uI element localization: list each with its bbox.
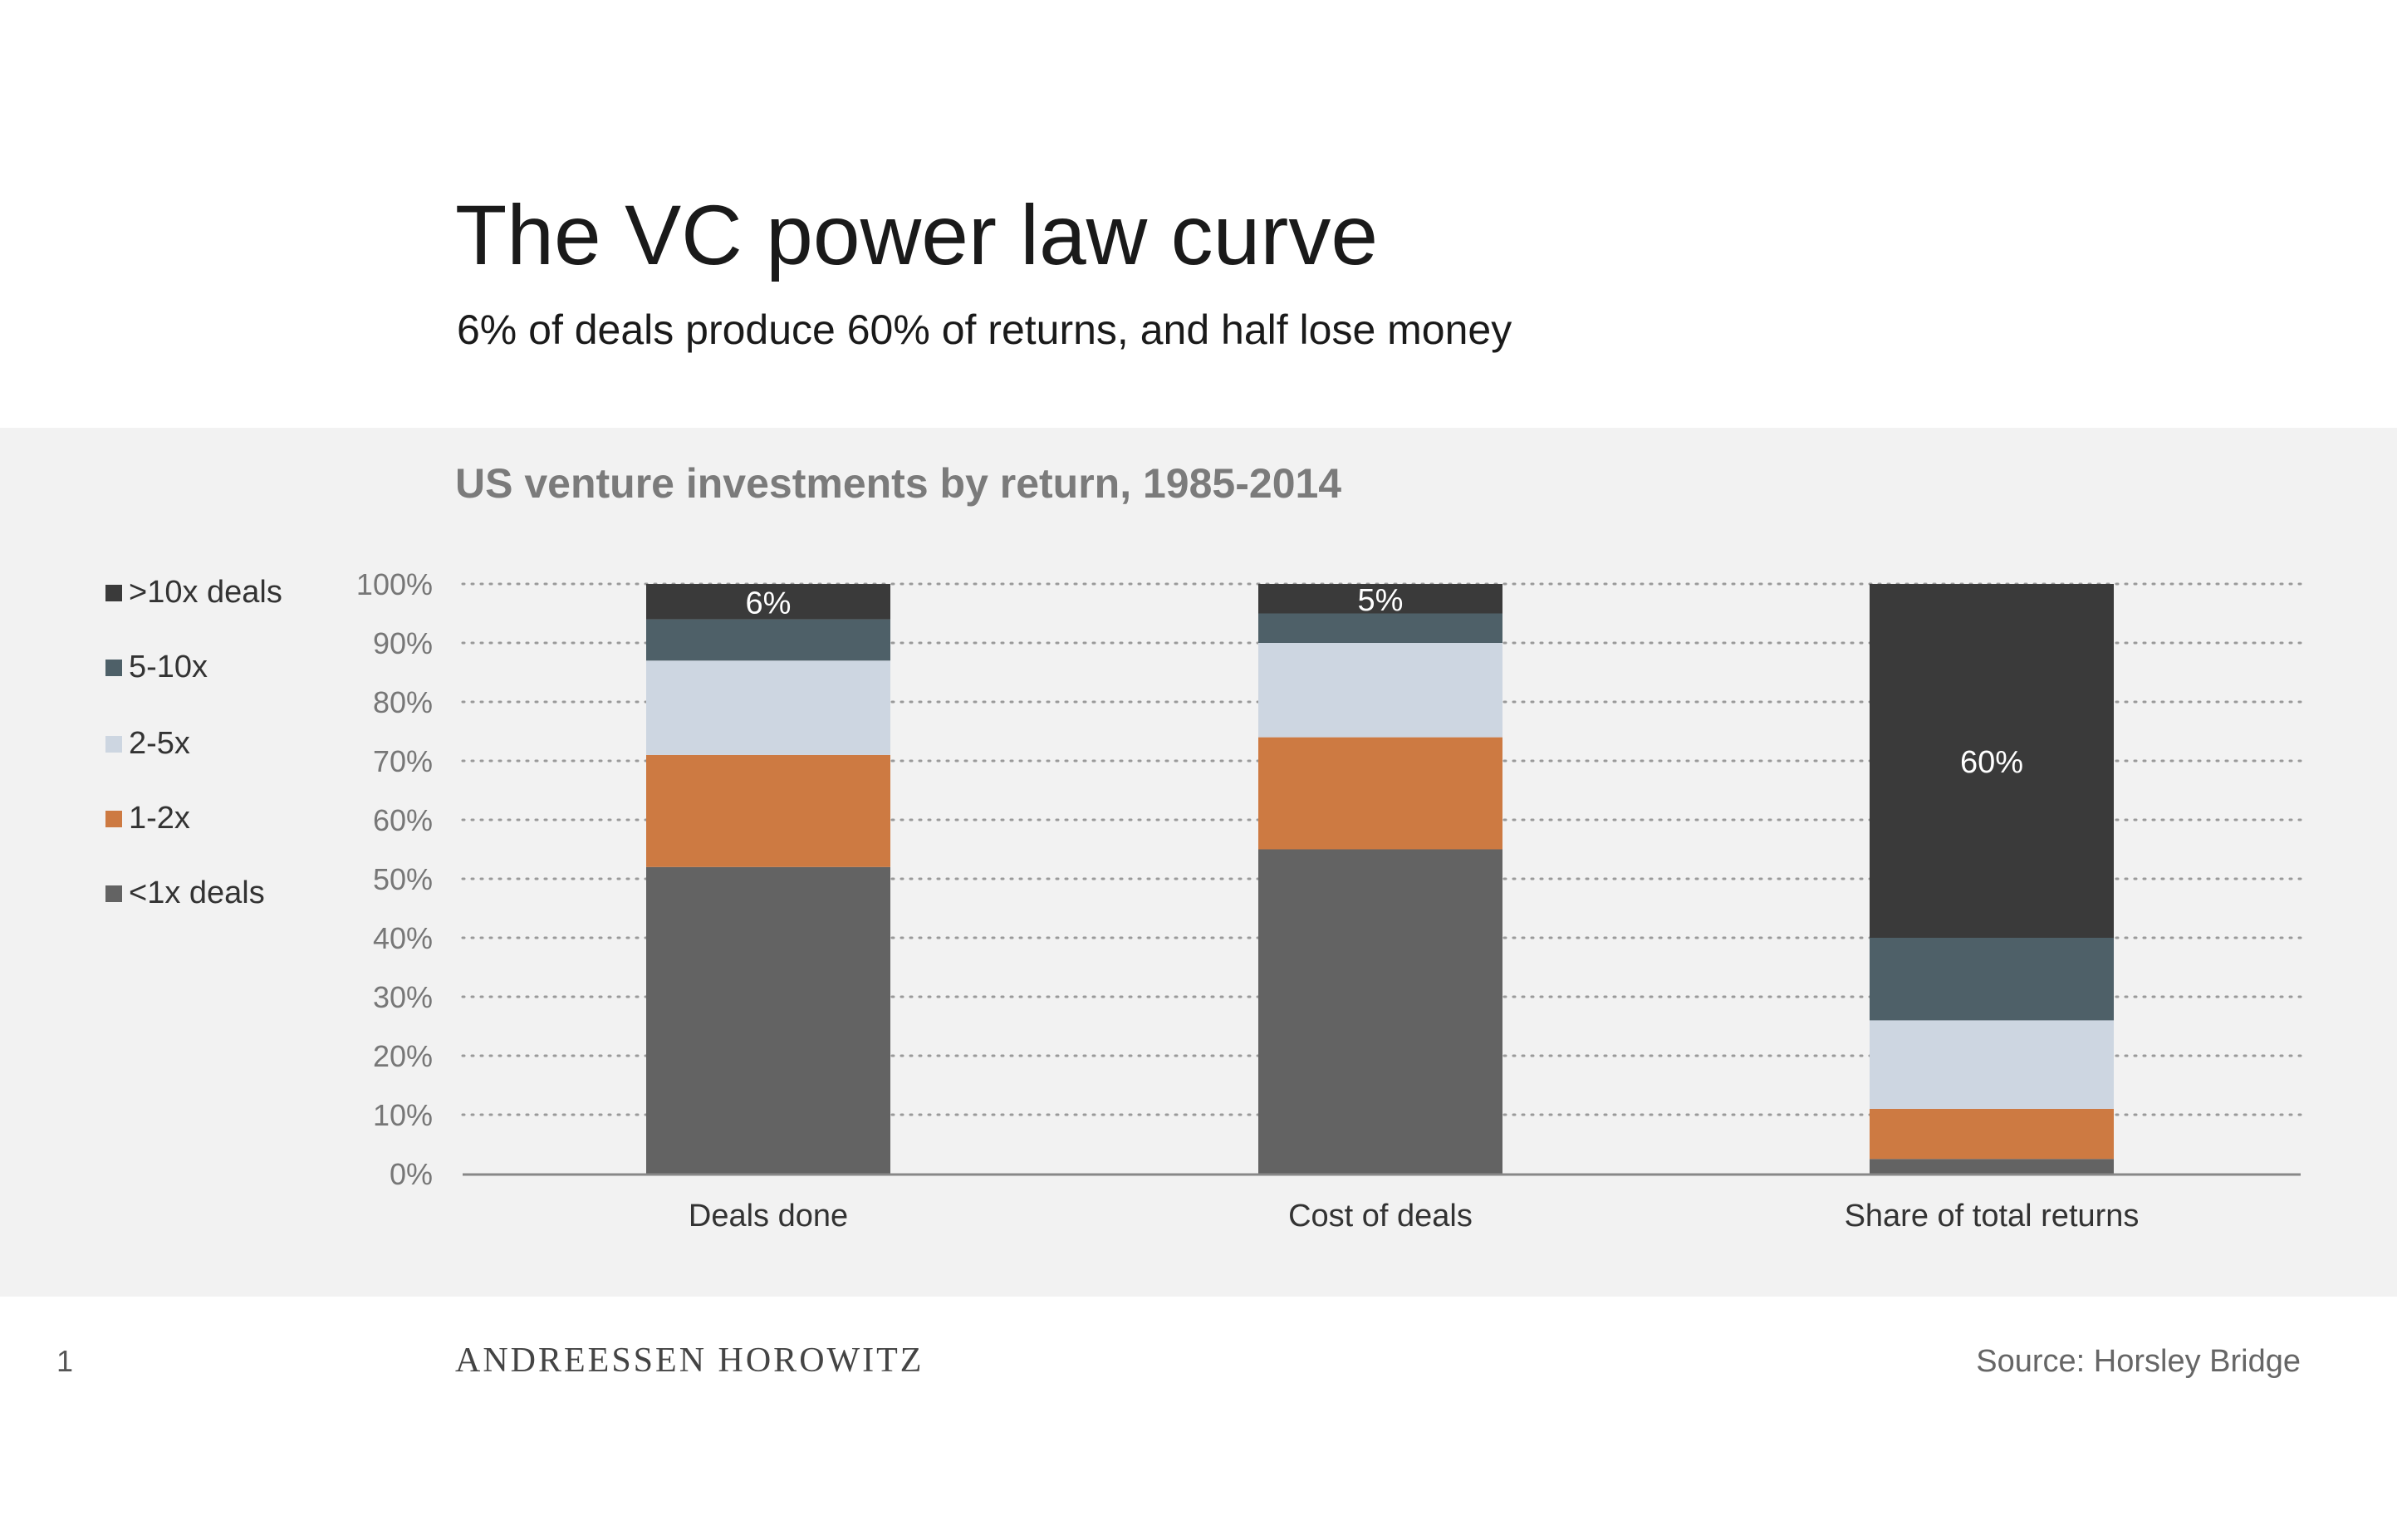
bar-segment xyxy=(1870,584,2114,938)
y-tick-label: 50% xyxy=(373,862,433,896)
x-category-label: Deals done xyxy=(689,1199,848,1233)
x-category-label: Share of total returns xyxy=(1845,1199,2140,1233)
bar-segment xyxy=(1258,849,1502,1174)
bar-segment xyxy=(1870,1020,2114,1109)
y-tick-label: 10% xyxy=(373,1098,433,1132)
bar-segment xyxy=(646,754,890,867)
y-tick-label: 60% xyxy=(373,803,433,837)
y-tick-label: 70% xyxy=(373,744,433,778)
source-note: Source: Horsley Bridge xyxy=(1976,1344,2301,1379)
legend-swatch xyxy=(105,735,122,753)
y-tick-label: 0% xyxy=(390,1157,433,1191)
data-label: 6% xyxy=(746,586,792,620)
bar-segment xyxy=(646,866,890,1174)
legend-label: 1-2x xyxy=(129,801,190,836)
legend-item: >10x deals xyxy=(105,575,282,611)
y-tick-label: 100% xyxy=(356,567,433,601)
legend-swatch xyxy=(105,885,122,902)
chart-title: US venture investments by return, 1985-2… xyxy=(455,460,1342,507)
brand-logo: ANDREESSEN HOROWITZ xyxy=(455,1341,924,1380)
y-tick-label: 40% xyxy=(373,921,433,955)
slide-title: The VC power law curve xyxy=(455,188,1379,282)
bar-segment xyxy=(1258,643,1502,738)
bar-segment xyxy=(1258,584,1502,614)
data-label: 60% xyxy=(1960,745,2023,780)
legend-label: 2-5x xyxy=(129,726,190,761)
data-label: 5% xyxy=(1358,583,1404,618)
legend-item: 1-2x xyxy=(105,801,190,836)
y-tick-label: 80% xyxy=(373,685,433,719)
bar-segment xyxy=(646,660,890,755)
legend-item: 5-10x xyxy=(105,650,208,685)
page-number: 1 xyxy=(56,1344,74,1378)
legend-item: 2-5x xyxy=(105,726,190,762)
bar-segment xyxy=(1258,737,1502,850)
legend-swatch xyxy=(105,584,122,601)
bar-segment xyxy=(646,619,890,661)
legend-label: <1x deals xyxy=(129,875,265,910)
bar-segment xyxy=(1870,1108,2114,1160)
bar-segment xyxy=(1870,1159,2114,1174)
y-tick-label: 90% xyxy=(373,626,433,660)
slide-subtitle: 6% of deals produce 60% of returns, and … xyxy=(457,307,1512,353)
legend-item: <1x deals xyxy=(105,875,265,911)
x-category-label: Cost of deals xyxy=(1288,1199,1473,1233)
bar-segment xyxy=(1870,938,2114,1021)
legend-swatch xyxy=(105,810,122,827)
bar-segment xyxy=(646,584,890,620)
bar-segment xyxy=(1258,613,1502,643)
legend-label: >10x deals xyxy=(129,575,282,610)
legend-label: 5-10x xyxy=(129,650,208,684)
legend-swatch xyxy=(105,659,122,676)
y-tick-label: 30% xyxy=(373,980,433,1014)
y-tick-label: 20% xyxy=(373,1039,433,1073)
